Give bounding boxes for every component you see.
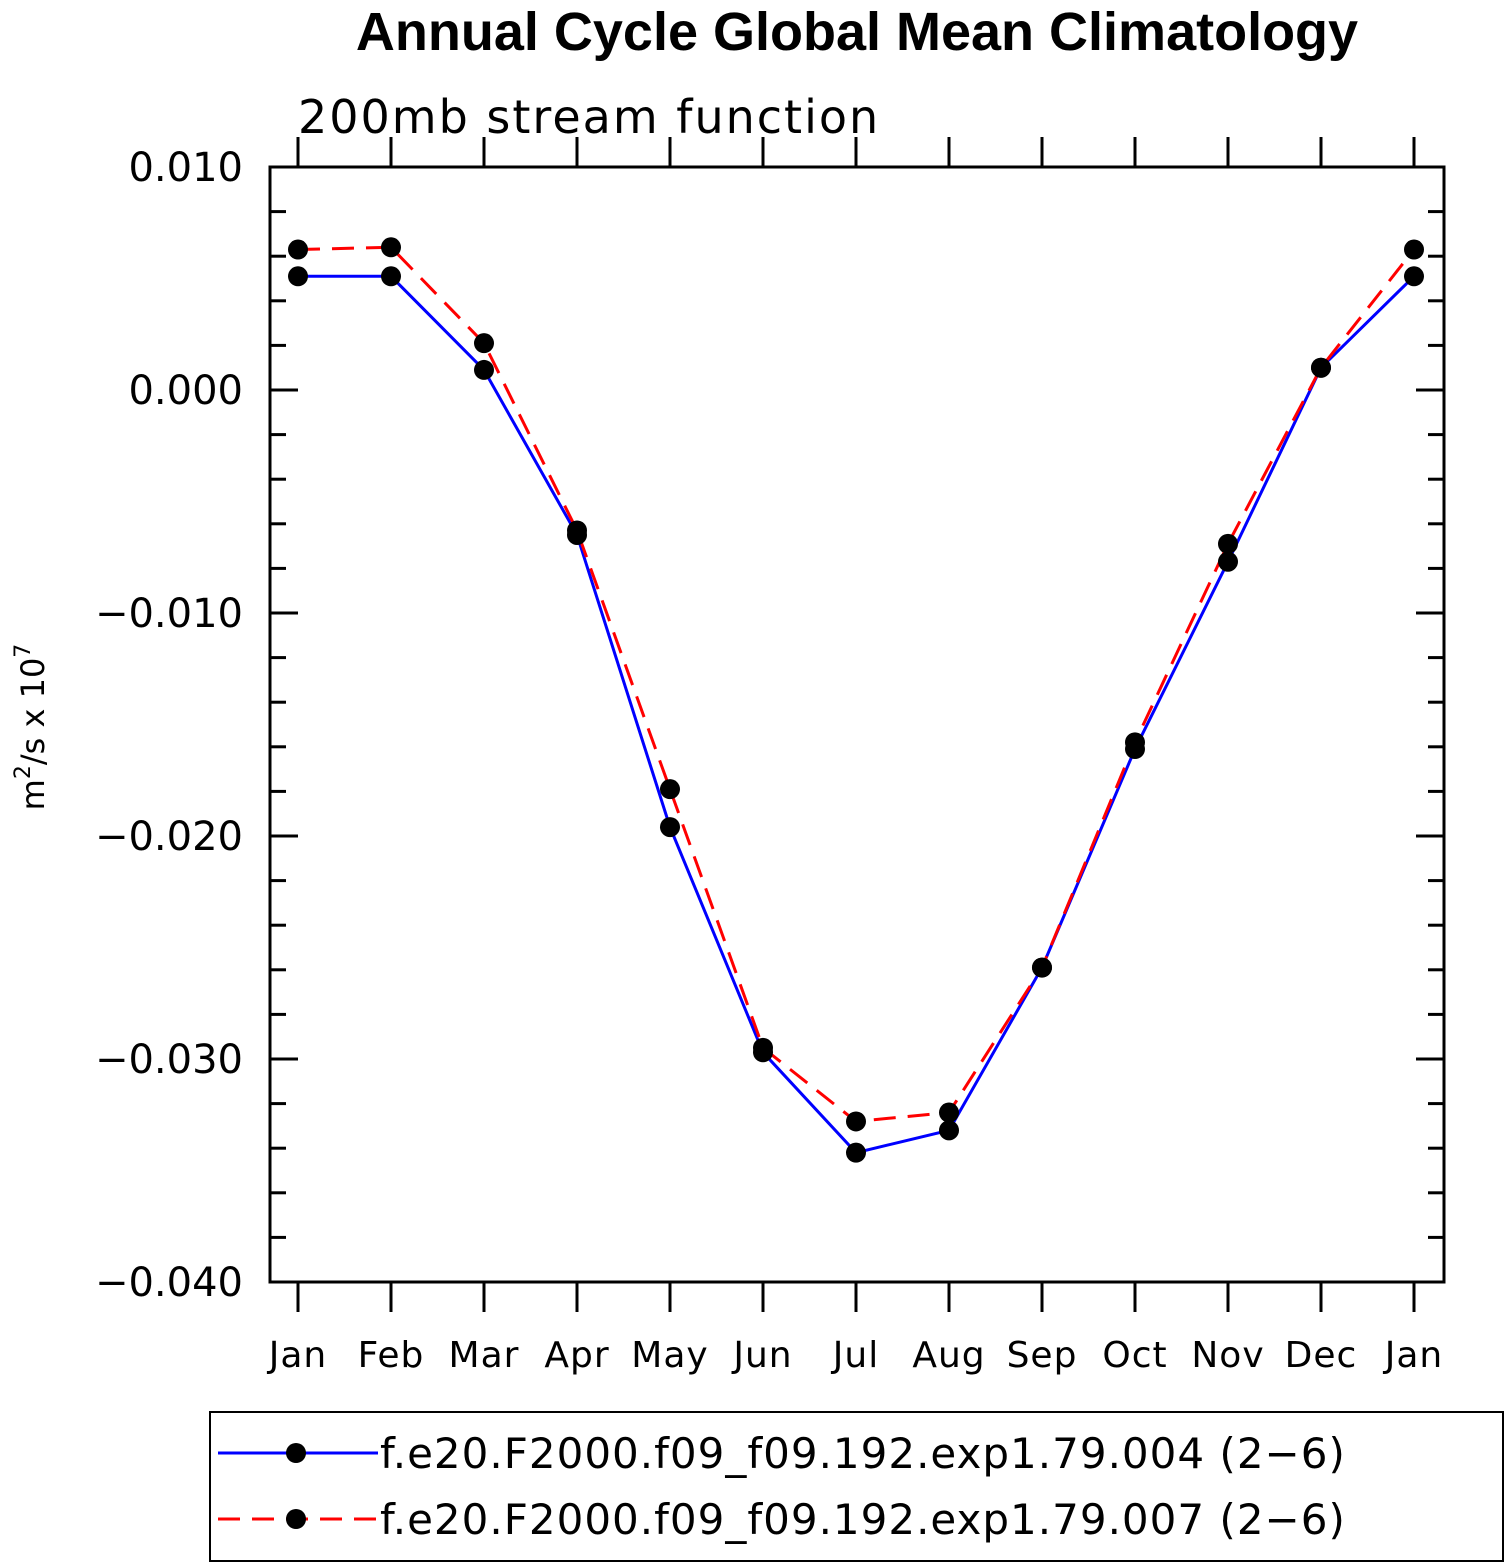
series-2-point (660, 779, 680, 800)
y-axis-label: m2/s x 107 (11, 644, 52, 811)
series-2-point (288, 239, 308, 260)
series-2-point (1311, 357, 1331, 378)
y-axis-label-base1: m (14, 779, 52, 810)
x-tick-labels: Jan Feb Mar Apr May Jun Jul Aug Sep Oct Nov Dec Jan (267, 1335, 1444, 1376)
y-axis-label-sup1: 2 (11, 765, 36, 779)
y-axis-label-sup2: 7 (11, 644, 36, 658)
x-tick-label: Jan (267, 1335, 328, 1376)
x-tick-label: Apr (544, 1335, 609, 1376)
legend: f.e20.F2000.f09_f09.192.exp1.79.004 (2−6… (209, 1411, 1504, 1562)
series-2-point (846, 1111, 866, 1132)
series-1-point (1218, 551, 1238, 572)
series-1-point (381, 266, 401, 287)
series-1-point (846, 1142, 866, 1163)
series-2-point (474, 333, 494, 354)
series-2-point (567, 520, 587, 541)
legend-label-1: f.e20.F2000.f09_f09.192.exp1.79.004 (2−6… (380, 1429, 1346, 1478)
y-tick-label: −0.010 (95, 591, 243, 637)
series-group (288, 237, 1424, 1163)
x-tick-label: Mar (449, 1335, 520, 1376)
y-tick-label: −0.030 (95, 1037, 243, 1083)
x-tick-label: Oct (1102, 1335, 1167, 1376)
series-2-point (1218, 533, 1238, 554)
legend-marker-1 (286, 1443, 306, 1463)
series-1-point (939, 1120, 959, 1141)
chart-subtitle: 200mb stream function (298, 90, 880, 144)
x-tick-label: Aug (912, 1335, 985, 1376)
svg-text:m2/s x 107: m2/s x 107 (11, 644, 52, 811)
axis-ticks (270, 137, 1444, 1312)
series-1-point (474, 359, 494, 380)
legend-marker-2 (286, 1509, 306, 1529)
series-2-point (1404, 239, 1424, 260)
series-2-point (939, 1102, 959, 1123)
series-1-point (288, 266, 308, 287)
series-line-2 (297, 245, 1416, 1123)
series-1-point (660, 817, 680, 838)
x-tick-label: Jun (731, 1335, 792, 1376)
x-tick-label: Feb (358, 1335, 425, 1376)
series-2-point (753, 1037, 773, 1058)
series-line-1 (298, 274, 1416, 1155)
x-tick-label: Jul (831, 1335, 879, 1376)
y-tick-labels: 0.010 0.000 −0.010 −0.020 −0.030 −0.040 (95, 145, 243, 1306)
legend-label-2: f.e20.F2000.f09_f09.192.exp1.79.007 (2−6… (380, 1495, 1346, 1544)
series-2-point (1125, 732, 1145, 753)
x-tick-label: Jan (1383, 1335, 1444, 1376)
x-tick-label: Sep (1007, 1335, 1078, 1376)
x-tick-label: Nov (1191, 1335, 1264, 1376)
y-axis-label-base2: /s x 10 (14, 658, 52, 765)
legend-box (209, 1411, 1504, 1562)
series-2-point (381, 237, 401, 258)
y-tick-label: −0.020 (95, 814, 243, 860)
chart-title: Annual Cycle Global Mean Climatology (356, 2, 1358, 62)
y-tick-label: 0.000 (128, 368, 243, 414)
series-2-point (1032, 957, 1052, 978)
y-tick-label: 0.010 (128, 145, 243, 191)
series-1-point (1404, 266, 1424, 287)
y-tick-label: −0.040 (95, 1260, 243, 1306)
x-tick-label: May (631, 1335, 708, 1376)
x-tick-label: Dec (1285, 1335, 1358, 1376)
